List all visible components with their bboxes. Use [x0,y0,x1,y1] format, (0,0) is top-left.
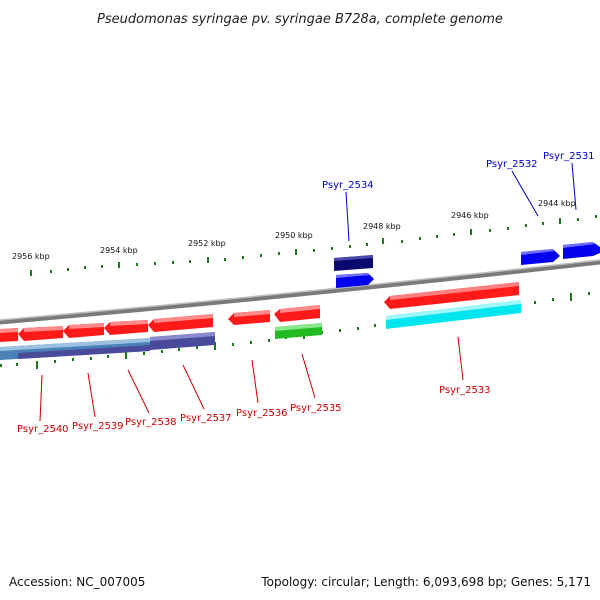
gene-Psyr_2535-domain[interactable] [275,323,322,339]
gene-labels-blue: Psyr_2531 Psyr_2532 Psyr_2534 [322,151,595,191]
scale-label: 2956 kbp [12,252,50,261]
scale-label: 2946 kbp [451,211,489,220]
gene-label[interactable]: Psyr_2537 [180,413,232,424]
gene-label[interactable]: Psyr_2533 [439,385,491,396]
scale-label: 2952 kbp [188,239,226,248]
gene-label[interactable]: Psyr_2538 [125,417,177,428]
gene-label[interactable]: Psyr_2535 [290,403,342,414]
gene-label[interactable]: Psyr_2536 [236,408,288,419]
gene-Psyr_2532[interactable] [521,249,560,265]
accession-text: Accession: NC_007005 [9,575,145,589]
gene-label[interactable]: Psyr_2532 [486,159,538,170]
gene-Psyr_2531[interactable] [563,242,600,259]
gene-domain-steel[interactable] [0,338,150,360]
gene-Psyr_2534-block[interactable] [334,255,373,271]
genome-map: Pseudomonas syringae pv. syringae B728a,… [0,0,600,600]
gene-Psyr_2538[interactable] [104,320,148,335]
genome-summary-text: Topology: circular; Length: 6,093,698 bp… [260,575,591,589]
gene-Psyr_2537-domain[interactable] [150,332,215,350]
gene-Psyr_2536[interactable] [228,310,270,325]
gene-Psyr_2540[interactable] [18,326,63,341]
gene-Psyr_2535[interactable] [274,305,320,322]
gene-Psyr_2539[interactable] [63,323,104,338]
scale-label: 2944 kbp [538,199,576,208]
gene-label[interactable]: Psyr_2540 [17,424,69,435]
gene-partial-left[interactable] [0,328,18,342]
genome-map-canvas: Pseudomonas syringae pv. syringae B728a,… [0,0,600,600]
map-title: Pseudomonas syringae pv. syringae B728a,… [97,12,503,27]
gene-Psyr_2537[interactable] [148,314,213,332]
scale-label: 2950 kbp [275,231,313,240]
gene-label[interactable]: Psyr_2539 [72,421,124,432]
gene-label[interactable]: Psyr_2534 [322,180,374,191]
scale-label: 2954 kbp [100,246,138,255]
gene-labels-red: Psyr_2533 Psyr_2535 Psyr_2536 Psyr_2537 … [17,385,491,435]
gene-label[interactable]: Psyr_2531 [543,151,595,162]
scale-labels: 2956 kbp 2954 kbp 2952 kbp 2950 kbp 2948… [12,199,576,261]
scale-label: 2948 kbp [363,222,401,231]
